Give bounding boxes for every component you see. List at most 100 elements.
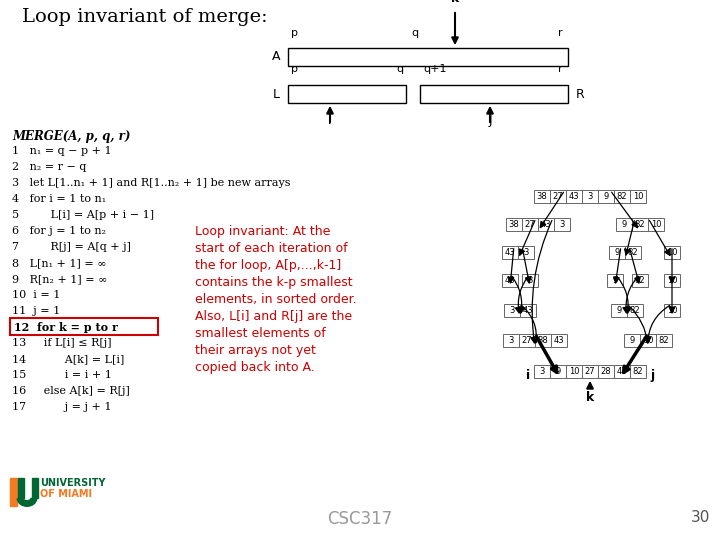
Text: 6   for j = 1 to n₂: 6 for j = 1 to n₂	[12, 226, 106, 236]
Text: MERGE(A, p, q, r): MERGE(A, p, q, r)	[12, 130, 130, 143]
Text: 9   R[n₂ + 1] = ∞: 9 R[n₂ + 1] = ∞	[12, 274, 107, 284]
Text: 82: 82	[617, 192, 627, 201]
Text: 3: 3	[508, 336, 513, 345]
Text: 10: 10	[667, 306, 678, 315]
Text: 10  i = 1: 10 i = 1	[12, 290, 60, 300]
Bar	[518, 246, 534, 259]
Bar	[664, 304, 680, 317]
Text: 82: 82	[628, 248, 639, 257]
Text: 82: 82	[635, 220, 645, 229]
Text: 30: 30	[690, 510, 710, 525]
Text: 9: 9	[621, 220, 626, 229]
Bar	[598, 365, 614, 378]
Text: 10: 10	[569, 367, 580, 376]
Bar	[32, 478, 38, 498]
Text: i: i	[328, 114, 332, 127]
Bar	[554, 218, 570, 231]
Text: 38: 38	[536, 192, 547, 201]
Text: 4   for i = 1 to n₁: 4 for i = 1 to n₁	[12, 194, 106, 204]
Bar	[664, 274, 680, 287]
Text: start of each iteration of: start of each iteration of	[195, 242, 348, 255]
Text: smallest elements of: smallest elements of	[195, 327, 325, 340]
Bar	[624, 334, 640, 347]
Bar	[502, 246, 518, 259]
Bar	[656, 334, 672, 347]
Text: UNIVERSITY: UNIVERSITY	[40, 478, 106, 488]
Text: Loop invariant: At the: Loop invariant: At the	[195, 225, 330, 238]
Text: their arrays not yet: their arrays not yet	[195, 344, 316, 357]
Text: 3: 3	[559, 220, 564, 229]
Text: 9: 9	[603, 192, 608, 201]
Bar	[10, 318, 158, 335]
Bar	[550, 365, 566, 378]
Bar	[627, 304, 643, 317]
Text: 43: 43	[505, 248, 516, 257]
Text: 43: 43	[554, 336, 564, 345]
Text: 10: 10	[643, 336, 653, 345]
Text: 27: 27	[585, 367, 595, 376]
Text: A: A	[271, 51, 280, 64]
Bar	[550, 190, 566, 203]
Text: 9: 9	[555, 367, 561, 376]
Bar	[522, 218, 538, 231]
Text: 27: 27	[553, 192, 563, 201]
Text: 5         L[i] = A[p + i − 1]: 5 L[i] = A[p + i − 1]	[12, 210, 154, 220]
Text: 10: 10	[651, 220, 661, 229]
Text: 17           j = j + 1: 17 j = j + 1	[12, 402, 112, 412]
Text: 82: 82	[633, 367, 643, 376]
Bar	[288, 85, 406, 103]
Bar	[630, 365, 646, 378]
Text: 3   let L[1..n₁ + 1] and R[1..n₂ + 1] be new arrays: 3 let L[1..n₁ + 1] and R[1..n₂ + 1] be n…	[12, 178, 290, 188]
Text: p: p	[292, 28, 299, 38]
Text: q+1: q+1	[423, 64, 446, 74]
Bar	[630, 190, 646, 203]
Bar	[609, 246, 625, 259]
Text: 9: 9	[629, 336, 634, 345]
Text: Also, L[i] and R[j] are the: Also, L[i] and R[j] are the	[195, 310, 352, 323]
Text: 3: 3	[539, 367, 545, 376]
Bar	[648, 218, 664, 231]
Text: R: R	[576, 87, 585, 100]
Bar	[520, 304, 536, 317]
Bar	[534, 190, 550, 203]
Bar	[614, 190, 630, 203]
Bar	[551, 334, 567, 347]
Bar	[625, 246, 641, 259]
Text: 38: 38	[508, 220, 519, 229]
Text: 16     else A[k] = R[j]: 16 else A[k] = R[j]	[12, 386, 130, 396]
Bar	[616, 218, 632, 231]
Text: 27: 27	[525, 220, 535, 229]
Bar	[534, 365, 550, 378]
Text: the for loop, A[p,...,k-1]: the for loop, A[p,...,k-1]	[195, 259, 341, 272]
Text: q: q	[397, 64, 404, 74]
Text: 43: 43	[617, 367, 627, 376]
Bar	[566, 365, 582, 378]
Text: 1   n₁ = q − p + 1: 1 n₁ = q − p + 1	[12, 146, 112, 156]
Bar	[614, 365, 630, 378]
Text: CSC317: CSC317	[328, 510, 392, 528]
Text: 3: 3	[527, 276, 533, 285]
Text: OF MIAMI: OF MIAMI	[40, 489, 92, 499]
Bar	[522, 274, 538, 287]
Text: 28: 28	[600, 367, 611, 376]
Bar	[582, 190, 598, 203]
Bar	[611, 304, 627, 317]
Text: 12  for k = p to r: 12 for k = p to r	[14, 322, 118, 333]
Bar	[535, 334, 551, 347]
Text: 27: 27	[522, 336, 532, 345]
Bar	[632, 218, 648, 231]
Text: 3: 3	[588, 192, 593, 201]
Bar	[538, 218, 554, 231]
Text: p: p	[292, 64, 299, 74]
Text: 3: 3	[523, 248, 528, 257]
Text: 11  j = 1: 11 j = 1	[12, 306, 60, 316]
Bar	[632, 274, 648, 287]
Text: 43: 43	[523, 306, 534, 315]
Text: 10: 10	[667, 248, 678, 257]
Text: 43: 43	[505, 276, 516, 285]
Text: 15           i = i + 1: 15 i = i + 1	[12, 370, 112, 380]
Text: 9: 9	[614, 248, 620, 257]
Text: q: q	[411, 28, 418, 38]
Bar	[607, 274, 623, 287]
Bar	[664, 246, 680, 259]
